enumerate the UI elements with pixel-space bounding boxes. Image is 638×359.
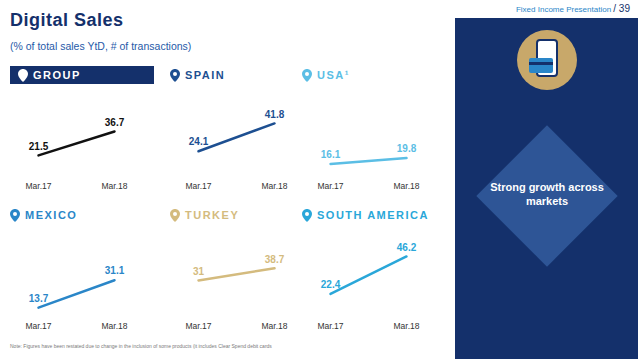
html-text:GROUP: GROUP: [33, 69, 81, 81]
html-text:MEXICO: MEXICO: [25, 209, 78, 221]
svg-text:Mar.18: Mar.18: [262, 181, 288, 191]
svg-text:Mar.18: Mar.18: [394, 181, 420, 191]
svg-text:24.1: 24.1: [189, 136, 209, 147]
svg-text:31: 31: [193, 266, 205, 277]
svg-text:Mar.18: Mar.18: [102, 321, 128, 331]
html-text:(% of total sales YtD, # of tr: (% of total sales YtD, # of transactions…: [10, 40, 192, 52]
svg-text:41.8: 41.8: [265, 109, 285, 120]
svg-text:16.1: 16.1: [321, 149, 341, 160]
html-text:USA¹: USA¹: [317, 69, 350, 81]
svg-text:21.5: 21.5: [29, 141, 49, 152]
svg-text:19.8: 19.8: [397, 143, 417, 154]
svg-text:13.7: 13.7: [29, 293, 49, 304]
html-text:Fixed Income Presentation/ 39: Fixed Income Presentation/ 39: [515, 3, 630, 14]
svg-text:Mar.17: Mar.17: [318, 181, 344, 191]
svg-text:Mar.18: Mar.18: [262, 321, 288, 331]
html-text:Note: Figures have been restat: Note: Figures have been restated due to …: [10, 343, 272, 349]
svg-text:Mar.17: Mar.17: [26, 181, 52, 191]
svg-text:46.2: 46.2: [397, 242, 417, 253]
html-text:SPAIN: SPAIN: [185, 69, 226, 81]
svg-text:31.1: 31.1: [105, 265, 125, 276]
svg-text:36.7: 36.7: [105, 117, 125, 128]
svg-text:Mar.17: Mar.17: [318, 321, 344, 331]
svg-text:38.7: 38.7: [265, 253, 285, 264]
svg-text:Mar.18: Mar.18: [394, 321, 420, 331]
html-text:SOUTH AMERICA: SOUTH AMERICA: [317, 209, 429, 221]
svg-text:Mar.18: Mar.18: [102, 181, 128, 191]
html-text:Digital Sales: Digital Sales: [10, 10, 124, 30]
svg-text:Mar.17: Mar.17: [26, 321, 52, 331]
html-text:Strong growth across markets: Strong growth across markets: [490, 181, 604, 207]
svg-text:Mar.17: Mar.17: [186, 181, 212, 191]
svg-text:22.4: 22.4: [321, 279, 341, 290]
svg-text:Mar.17: Mar.17: [186, 321, 212, 331]
html-text:TURKEY: TURKEY: [185, 209, 240, 221]
